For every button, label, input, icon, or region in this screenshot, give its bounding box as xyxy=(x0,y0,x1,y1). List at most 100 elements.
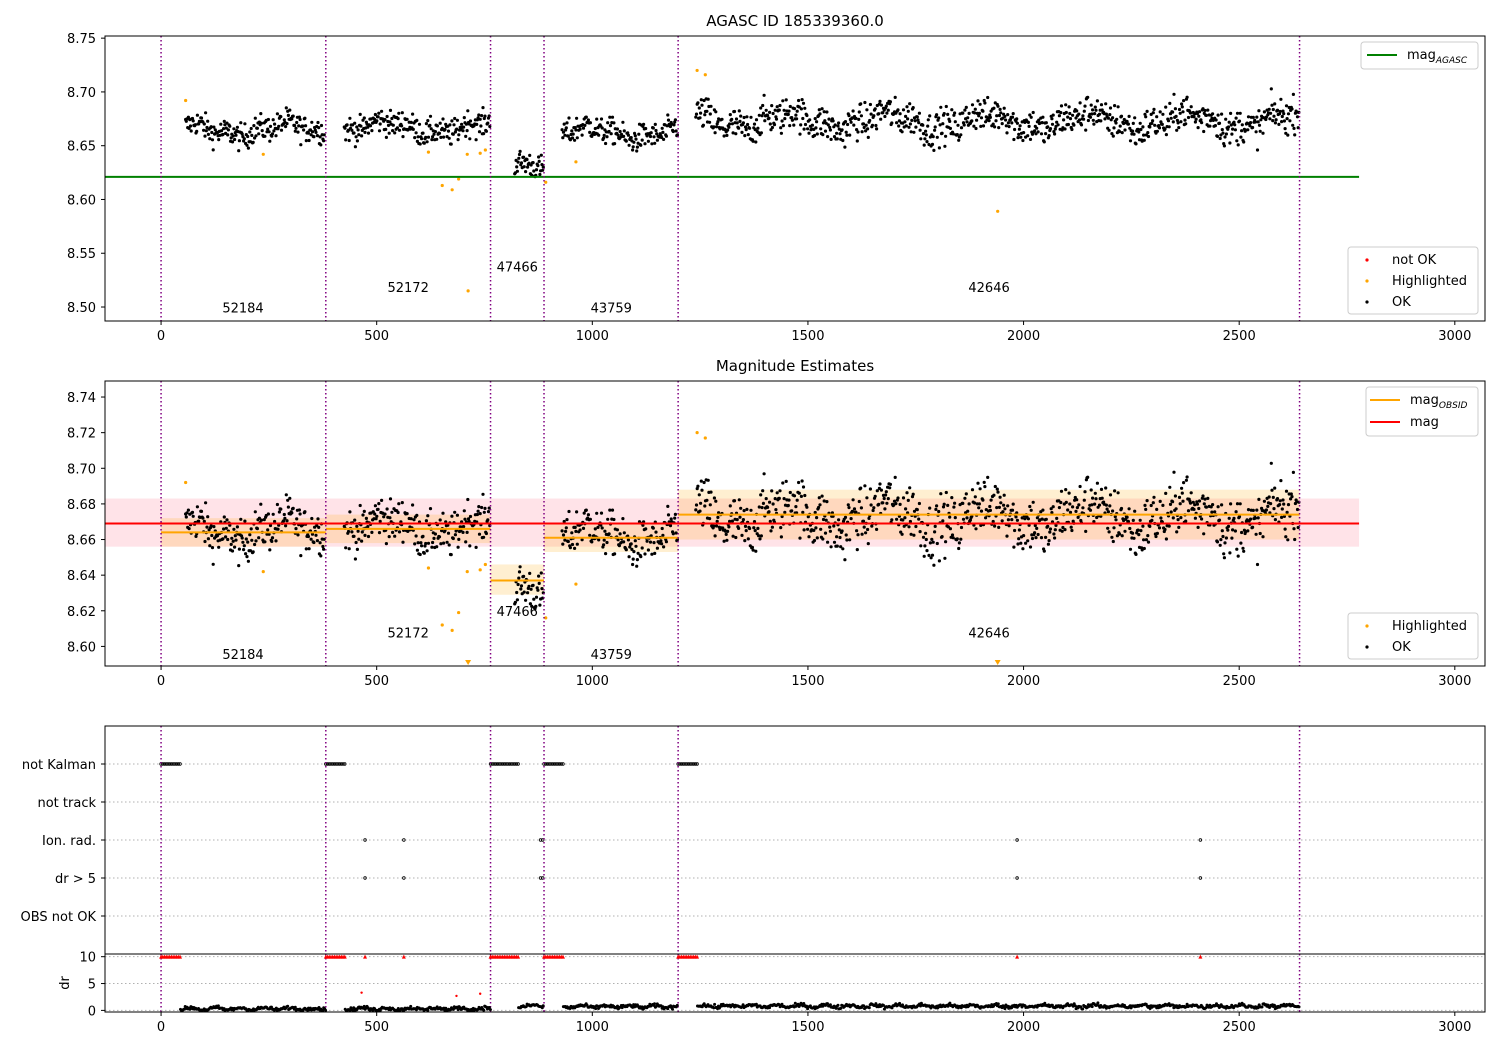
highlighted-point xyxy=(184,98,188,103)
ok-point xyxy=(246,134,250,139)
ok-point xyxy=(668,124,673,129)
not-kalman-point xyxy=(173,762,177,766)
ok-point xyxy=(1232,516,1236,521)
ok-point xyxy=(1082,498,1086,502)
ok-point xyxy=(988,508,993,512)
ok-point xyxy=(1224,117,1228,121)
ok-point xyxy=(1181,110,1185,114)
ok-point xyxy=(1105,507,1109,511)
ok-point xyxy=(931,540,935,544)
ok-point xyxy=(671,532,675,536)
ok-point xyxy=(1215,134,1220,138)
ok-point xyxy=(654,128,658,133)
ok-point xyxy=(484,129,488,133)
ok-point xyxy=(617,544,622,548)
ok-point xyxy=(927,553,931,558)
ok-point xyxy=(1019,541,1023,545)
not-kalman-point xyxy=(164,762,168,766)
ok-point xyxy=(773,497,777,501)
ok-point xyxy=(1164,133,1168,137)
ok-point xyxy=(709,104,713,108)
ok-point xyxy=(622,531,626,535)
ok-point xyxy=(1150,518,1154,523)
ok-point xyxy=(739,506,743,510)
ok-point xyxy=(233,534,237,538)
ok-point xyxy=(771,502,775,506)
ok-point xyxy=(482,510,486,514)
not-kalman-point xyxy=(559,762,563,766)
ok-point xyxy=(453,116,457,121)
not-kalman-point xyxy=(499,762,503,766)
ok-point xyxy=(1068,510,1073,514)
ok-point xyxy=(380,109,384,113)
ok-point xyxy=(923,544,927,548)
ok-point xyxy=(1035,516,1039,520)
ok-point xyxy=(703,504,707,508)
ok-point xyxy=(517,576,521,580)
ok-point xyxy=(480,114,484,118)
ok-point xyxy=(277,510,281,514)
ok-point xyxy=(426,541,431,545)
ok-point xyxy=(727,525,731,529)
ok-point xyxy=(795,117,799,121)
ok-point xyxy=(935,541,939,546)
ok-point xyxy=(1063,528,1067,532)
ok-point xyxy=(1261,131,1265,135)
dr5-point xyxy=(363,876,367,880)
ok-point xyxy=(396,117,400,121)
ok-point xyxy=(982,98,986,103)
ok-point xyxy=(963,108,967,112)
ok-point xyxy=(573,525,577,530)
dr-point xyxy=(898,1001,902,1005)
ok-point xyxy=(348,116,352,120)
ok-point xyxy=(751,548,755,552)
ok-point xyxy=(1155,507,1159,511)
ok-point xyxy=(1110,132,1114,136)
ok-point xyxy=(385,114,389,119)
highlighted-point xyxy=(996,209,1000,213)
ok-point xyxy=(896,496,900,500)
ok-point xyxy=(1229,502,1233,506)
ok-point xyxy=(694,503,699,507)
ok-point xyxy=(263,134,267,138)
ok-point xyxy=(606,517,610,521)
dr-flagged-point xyxy=(455,994,458,998)
ok-point xyxy=(467,519,471,524)
ok-point xyxy=(674,129,678,133)
ok-point xyxy=(1154,534,1158,539)
not-kalman-point xyxy=(683,762,687,766)
ok-point xyxy=(231,539,235,543)
ok-point xyxy=(943,144,947,148)
ok-point xyxy=(930,142,935,146)
ok-point xyxy=(1021,138,1025,143)
ok-point xyxy=(1189,105,1193,109)
ok-point xyxy=(1106,510,1110,514)
ok-point xyxy=(644,527,648,531)
dr-point xyxy=(1003,1007,1007,1011)
ok-point xyxy=(1144,507,1148,511)
ok-point xyxy=(901,496,906,500)
ok-point xyxy=(202,128,206,132)
ok-point xyxy=(1053,127,1057,131)
ok-point xyxy=(1195,112,1199,116)
ok-point xyxy=(1034,132,1038,136)
ok-point xyxy=(781,124,786,128)
ok-point xyxy=(1188,111,1193,115)
ok-point xyxy=(799,107,804,111)
ok-point xyxy=(992,106,996,110)
ok-point xyxy=(302,128,306,132)
ok-point xyxy=(1242,140,1246,144)
ok-point xyxy=(622,540,626,544)
ok-point xyxy=(1029,115,1033,119)
ok-point xyxy=(411,127,415,131)
ok-point xyxy=(602,543,606,547)
ok-point xyxy=(432,536,436,541)
ok-point xyxy=(465,129,469,133)
ok-point xyxy=(345,123,349,127)
ok-point xyxy=(650,142,654,146)
ok-point xyxy=(888,482,893,486)
ok-point xyxy=(1064,500,1068,504)
ok-point xyxy=(863,484,867,488)
ok-point xyxy=(464,540,468,544)
ok-point xyxy=(531,161,535,165)
